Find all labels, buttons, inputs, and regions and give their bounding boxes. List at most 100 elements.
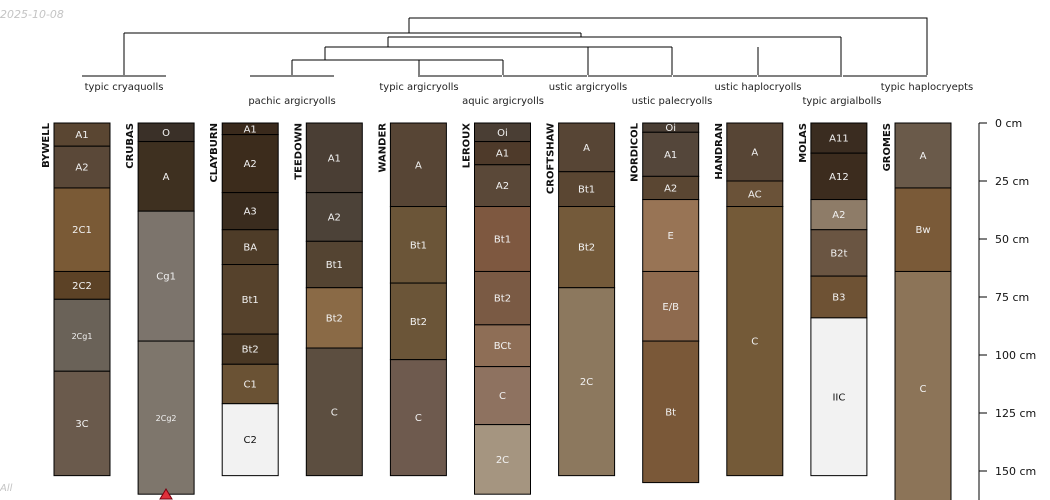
profile-name: WANDER — [377, 123, 388, 173]
horizon-label: Bt — [665, 407, 676, 418]
dendrogram-branch — [291, 59, 504, 75]
group-label: typic argicryolls — [379, 82, 458, 93]
horizon-label: Bt2 — [242, 345, 259, 356]
horizon — [474, 424, 531, 495]
horizon-label: IIC — [832, 392, 845, 403]
profile-name: NORDICOL — [630, 122, 641, 181]
profile-name: CRUBAS — [125, 123, 136, 169]
soil-profile: CROFTSHAW A Bt1 Bt2 2C — [546, 122, 616, 477]
horizon-label: Bt1 — [494, 235, 511, 246]
dendrogram-branch — [324, 46, 673, 75]
horizon-label: A2 — [244, 159, 257, 170]
horizon — [726, 122, 784, 182]
horizon — [726, 206, 784, 477]
soil-profile: BYWELL A1 A2 2C1 2C2 2Cg1 3C — [41, 122, 111, 477]
horizon-label: Bt1 — [242, 295, 259, 306]
profile-name: LEROUX — [462, 123, 473, 169]
horizon — [221, 229, 279, 266]
horizon — [53, 145, 111, 189]
axis-tick-label: 75 cm — [995, 291, 1029, 304]
axis-tick-label: 125 cm — [995, 407, 1036, 420]
horizon — [642, 131, 700, 177]
horizon-label: Bt2 — [494, 294, 511, 305]
horizon — [137, 210, 195, 342]
axis-tick-label: 100 cm — [995, 349, 1036, 362]
horizon-label: A — [583, 143, 590, 154]
horizon — [305, 240, 363, 289]
soil-profile: TEEDOWN A1 A2 Bt1 Bt2 C — [293, 122, 363, 477]
horizon — [474, 324, 531, 368]
horizon-label: Bt1 — [578, 185, 595, 196]
soil-profile: CLAYBURN A1 A2 A3 BA Bt1 Bt2 C1 C2 — [209, 122, 279, 477]
horizon — [558, 287, 616, 477]
horizon-label: B2t — [830, 248, 847, 259]
warning-marker — [159, 488, 173, 500]
horizon-label: A1 — [664, 150, 677, 161]
profile-name: CROFTSHAW — [546, 123, 557, 194]
horizon — [642, 340, 700, 484]
profile-name: TEEDOWN — [293, 123, 304, 180]
horizon — [221, 192, 279, 231]
horizon-label: A2 — [75, 163, 88, 174]
horizon-label: 2C — [496, 455, 509, 466]
horizon-label: Bt2 — [410, 317, 427, 328]
horizon-label: A1 — [328, 153, 341, 164]
soil-profile: CRUBAS O A Cg1 2Cg2 — [125, 122, 195, 495]
horizon — [726, 180, 784, 208]
horizon-label: Bt1 — [410, 240, 427, 251]
group-label: ustic palecryolls — [632, 96, 713, 107]
horizon-label: A11 — [829, 134, 849, 145]
horizon-label: A1 — [244, 124, 257, 135]
horizon — [558, 122, 616, 173]
horizon-label: 2Cg2 — [156, 414, 177, 423]
horizon-label: AC — [748, 189, 762, 200]
horizon-label: E — [668, 231, 674, 242]
horizon-label: 2Cg1 — [72, 332, 93, 341]
horizon — [389, 282, 447, 361]
horizon — [305, 287, 363, 349]
dendrogram-branch — [387, 36, 842, 75]
horizon-label: 2C1 — [72, 225, 92, 236]
horizon — [305, 347, 363, 477]
axis-tick-label: 25 cm — [995, 175, 1029, 188]
group-label: typic cryaquolls — [85, 82, 164, 93]
profile-name: GROMES — [882, 123, 893, 171]
horizon-label: Oi — [665, 123, 676, 134]
group-label: typic haplocryepts — [881, 82, 974, 93]
horizon-label: Bt2 — [326, 313, 343, 324]
group-label: pachic argicryolls — [248, 96, 335, 107]
horizon-label: BA — [243, 243, 257, 254]
horizon — [474, 164, 531, 208]
soil-profile: NORDICOL Oi A1 A2 E E/B Bt — [630, 122, 700, 484]
corner-label: All — [0, 483, 13, 494]
horizon-label: A2 — [664, 183, 677, 194]
horizon-label: O — [162, 128, 170, 139]
horizon — [642, 199, 700, 272]
group-label: aquic argicryolls — [462, 96, 544, 107]
horizon-label: Bt2 — [578, 243, 595, 254]
profile-name: CLAYBURN — [209, 123, 220, 183]
horizon-label: Bw — [915, 225, 930, 236]
horizon — [810, 275, 868, 319]
horizon-label: 2C2 — [72, 281, 92, 292]
horizon-label: E/B — [662, 302, 679, 313]
horizon-label: C — [331, 407, 338, 418]
horizon-label: A2 — [832, 210, 845, 221]
soil-profile: LEROUX Oi A1 A2 Bt1 Bt2 BCt C 2C — [462, 122, 531, 495]
dendrogram-branch — [123, 17, 928, 75]
horizon — [894, 122, 952, 189]
horizon-label: BCt — [494, 341, 512, 352]
horizon-label: A — [920, 151, 927, 162]
profile-name: MOLAS — [798, 123, 809, 163]
horizon — [221, 134, 279, 194]
horizon-label: C2 — [244, 435, 257, 446]
group-label: typic argialbolls — [803, 96, 882, 107]
axis-tick-label: 150 cm — [995, 465, 1036, 478]
horizon — [53, 370, 111, 477]
horizon — [305, 192, 363, 242]
soil-profile: HANDRAN A AC C — [714, 122, 784, 477]
axis-tick-label: 0 cm — [995, 117, 1022, 130]
horizon-label: 3C — [75, 419, 88, 430]
horizon-label: C — [920, 384, 927, 395]
horizon-label: B3 — [832, 293, 845, 304]
